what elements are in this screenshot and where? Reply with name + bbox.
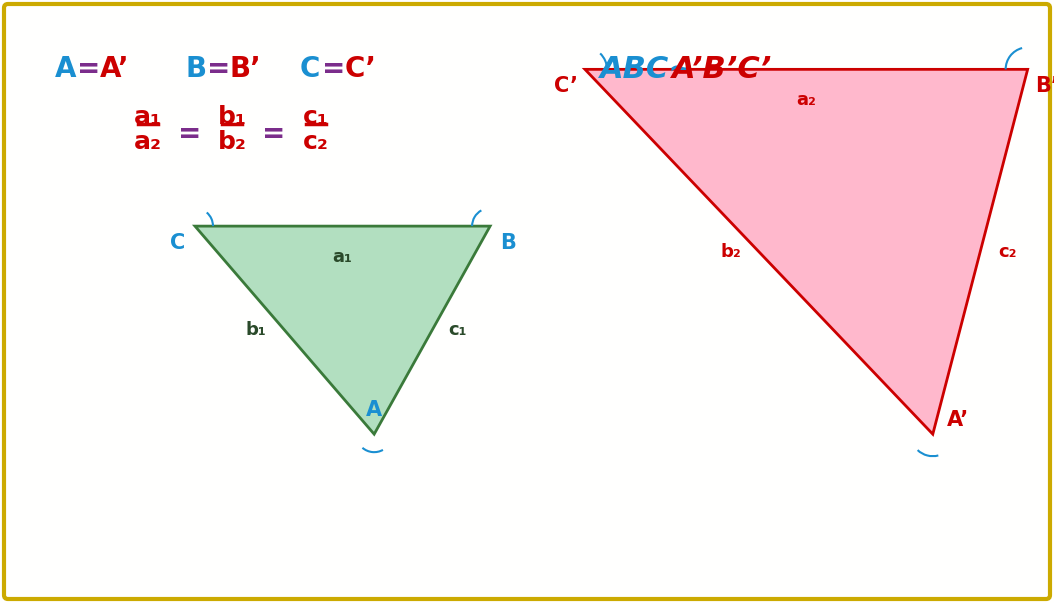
Text: B’: B’ bbox=[230, 55, 261, 83]
Text: C’: C’ bbox=[554, 77, 578, 96]
Text: A: A bbox=[55, 55, 77, 83]
Text: C: C bbox=[300, 55, 320, 83]
Text: c₁: c₁ bbox=[304, 105, 329, 129]
Text: A’B’C’: A’B’C’ bbox=[672, 55, 773, 84]
Text: B: B bbox=[500, 233, 515, 253]
Text: A’: A’ bbox=[946, 410, 969, 430]
Text: B: B bbox=[186, 55, 207, 83]
Text: b₁: b₁ bbox=[246, 321, 267, 339]
Text: c₂: c₂ bbox=[304, 130, 329, 154]
Text: =: = bbox=[207, 55, 231, 83]
Text: =: = bbox=[77, 55, 100, 83]
Text: C: C bbox=[170, 233, 186, 253]
Text: a₁: a₁ bbox=[134, 105, 162, 129]
FancyBboxPatch shape bbox=[4, 4, 1050, 599]
Text: =: = bbox=[178, 121, 201, 148]
Polygon shape bbox=[195, 226, 490, 434]
Text: A’: A’ bbox=[100, 55, 130, 83]
Text: =: = bbox=[323, 55, 346, 83]
Text: a₂: a₂ bbox=[134, 130, 162, 154]
Text: c₂: c₂ bbox=[998, 243, 1017, 260]
Text: B’: B’ bbox=[1035, 77, 1054, 96]
Text: =: = bbox=[262, 121, 286, 148]
Text: b₂: b₂ bbox=[720, 243, 741, 260]
Text: ABC∼: ABC∼ bbox=[600, 55, 695, 84]
Text: b₂: b₂ bbox=[217, 130, 247, 154]
Polygon shape bbox=[585, 69, 1028, 434]
Text: C’: C’ bbox=[345, 55, 377, 83]
Text: b₁: b₁ bbox=[217, 105, 247, 129]
Text: A: A bbox=[366, 400, 383, 420]
Text: a₂: a₂ bbox=[797, 91, 816, 109]
Text: c₁: c₁ bbox=[448, 321, 467, 339]
Text: a₁: a₁ bbox=[333, 248, 352, 266]
